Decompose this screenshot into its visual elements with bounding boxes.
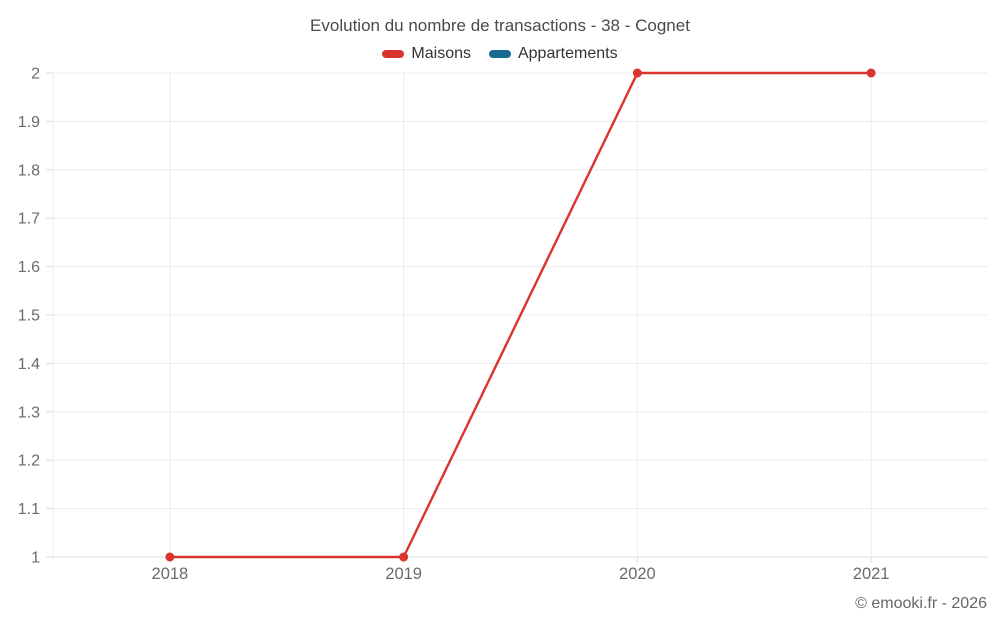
- x-axis-label: 2018: [152, 565, 189, 583]
- y-axis: 1 1.1 1.2 1.3 1.4 1.5 1.6 1.7 1.8 1.9 2: [18, 66, 988, 567]
- y-axis-label: 1.5: [18, 308, 40, 325]
- series-maisons: [165, 68, 876, 562]
- chart-title: Evolution du nombre de transactions - 38…: [310, 16, 690, 35]
- appartements-swatch-icon: [488, 50, 511, 58]
- y-axis-label: 1.9: [18, 114, 40, 131]
- data-point[interactable]: [399, 552, 409, 562]
- legend-label-appartements: Appartements: [517, 45, 618, 62]
- legend-label-maisons: Maisons: [411, 45, 471, 62]
- legend-item-maisons[interactable]: Maisons: [382, 45, 471, 63]
- y-axis-label: 1.3: [18, 404, 40, 421]
- x-axis-label: 2021: [853, 565, 890, 583]
- y-axis-label: 1.4: [18, 356, 40, 373]
- legend-item-appartements[interactable]: Appartements: [488, 45, 618, 63]
- y-axis-label: 1.1: [18, 501, 40, 518]
- y-axis-label: 1.7: [18, 211, 40, 228]
- y-axis-label: 1.6: [18, 259, 40, 276]
- credit-text: © emooki.fr - 2026: [855, 595, 987, 612]
- data-point[interactable]: [165, 552, 175, 562]
- x-axis-label: 2019: [385, 565, 422, 583]
- maisons-swatch-icon: [382, 50, 405, 58]
- data-point[interactable]: [632, 68, 642, 78]
- x-axis-label: 2020: [619, 565, 656, 583]
- data-point[interactable]: [866, 68, 876, 78]
- x-axis: 2018 2019 2020 2021: [52, 73, 890, 583]
- y-axis-label: 1.2: [18, 453, 40, 470]
- y-axis-label: 1: [31, 550, 40, 567]
- y-axis-label: 2: [31, 66, 40, 83]
- series-line: [168, 71, 873, 559]
- y-axis-label: 1.8: [18, 162, 40, 179]
- legend: Maisons Appartements: [0, 45, 1000, 63]
